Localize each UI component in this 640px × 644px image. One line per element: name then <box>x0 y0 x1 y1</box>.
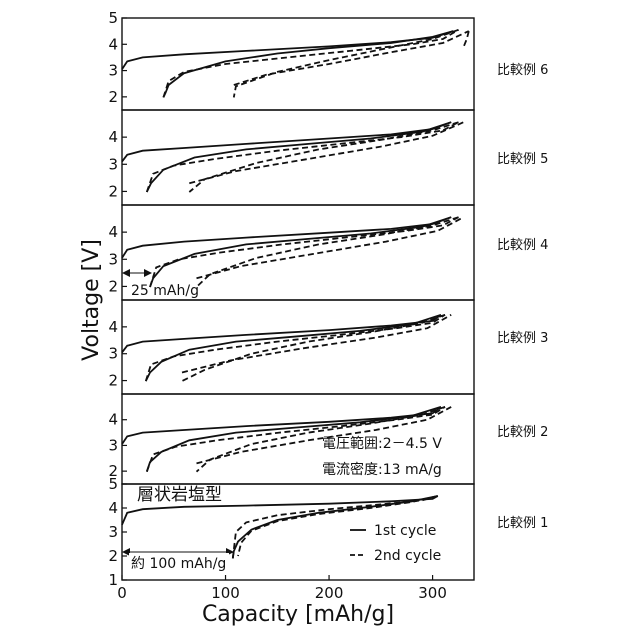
y-tick-label-p6-4: 4 <box>108 499 118 517</box>
y-tick-label-p3-2: 2 <box>108 277 118 295</box>
panel-label-3: 比較例 4 <box>497 238 548 253</box>
chart-svg: 2345234234234234123450100200300 比較例 6比較例… <box>0 0 640 640</box>
y-tick-label-p2-2: 2 <box>108 182 118 200</box>
y-tick-label-p1-4: 4 <box>108 35 118 53</box>
y-tick-label-p6-3: 3 <box>108 523 118 541</box>
y-tick-label-p4-4: 4 <box>108 318 118 336</box>
current-density-annotation: 電流密度:13 mA/g <box>322 461 442 478</box>
panel-label-1: 比較例 6 <box>497 63 548 78</box>
x-tick-label-100: 100 <box>211 584 240 602</box>
x-axis-title: Capacity [mAh/g] <box>202 602 394 627</box>
x-tick-label-0: 0 <box>117 584 127 602</box>
y-tick-label-p2-4: 4 <box>108 128 118 146</box>
structure-annotation: 層状岩塩型 <box>137 485 222 505</box>
y-tick-label-p5-3: 3 <box>108 436 118 454</box>
panel-frame-1 <box>122 18 474 110</box>
y-tick-label-p3-3: 3 <box>108 250 118 268</box>
arrowhead-left-p4 <box>122 269 130 277</box>
panel-label-5: 比較例 2 <box>497 425 548 440</box>
y-tick-label-p1-5: 5 <box>108 9 118 27</box>
legend: 1st cycle 2nd cycle <box>350 523 441 564</box>
y-tick-label-p5-4: 4 <box>108 411 118 429</box>
panel-labels: 比較例 6 比較例 5 比較例 4 比較例 3 比較例 2 比較例 1 <box>497 63 548 531</box>
y-tick-label-p6-5: 5 <box>108 475 118 493</box>
arrowhead-right-p4 <box>144 269 152 277</box>
y-tick-label-p2-3: 3 <box>108 155 118 173</box>
panel-frame-2 <box>122 110 474 205</box>
capacity-loss-annotation-p1: 約 100 mAh/g <box>122 548 234 572</box>
capacity-loss-label-p1: 約 100 mAh/g <box>131 556 226 572</box>
ticks: 2345234234234234123450100200300 <box>108 9 446 602</box>
x-tick-label-300: 300 <box>418 584 447 602</box>
legend-label-2nd-cycle: 2nd cycle <box>374 548 441 564</box>
panel-frame-4 <box>122 300 474 394</box>
arrowhead-left-p1 <box>122 548 130 556</box>
y-tick-label-p4-2: 2 <box>108 372 118 390</box>
y-tick-label-p1-2: 2 <box>108 88 118 106</box>
series-p1-2nd-segment-5 <box>464 31 469 47</box>
x-tick-label-200: 200 <box>315 584 344 602</box>
chart-root: 2345234234234234123450100200300 比較例 6比較例… <box>0 0 640 640</box>
capacity-loss-annotation-p4: 25 mAh/g <box>122 269 199 299</box>
y-tick-label-p1-3: 3 <box>108 62 118 80</box>
y-tick-label-p6-2: 2 <box>108 547 118 565</box>
panel-label-2: 比較例 5 <box>497 152 548 167</box>
panel-label-4: 比較例 3 <box>497 331 548 346</box>
legend-label-1st-cycle: 1st cycle <box>374 523 436 539</box>
panel-label-6: 比較例 1 <box>497 516 548 531</box>
y-tick-label-p4-3: 3 <box>108 345 118 363</box>
capacity-loss-label-p4: 25 mAh/g <box>131 283 199 299</box>
y-axis-title: Voltage [V] <box>79 239 104 361</box>
voltage-range-annotation: 電圧範囲:2－4.5 V <box>322 435 442 452</box>
series-p1-2nd-segment-4 <box>234 31 469 85</box>
series-p1-2nd-segment-3 <box>234 30 459 98</box>
y-tick-label-p3-4: 4 <box>108 223 118 241</box>
